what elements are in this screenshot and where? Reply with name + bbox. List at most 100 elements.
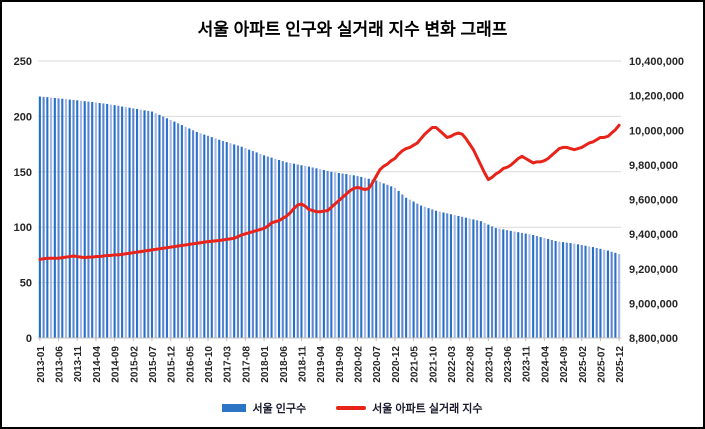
population-bar	[468, 218, 471, 338]
right-axis-tick-label: 10,200,000	[629, 91, 684, 103]
population-bar	[416, 203, 419, 338]
population-bar	[509, 230, 512, 338]
population-bar	[603, 249, 606, 338]
population-bar	[109, 104, 112, 338]
population-bar	[524, 233, 527, 338]
left-axis-tick-label: 200	[14, 111, 32, 123]
chart-title: 서울 아파트 인구와 실거래 지수 변화 그래프	[197, 20, 508, 39]
index-line	[38, 123, 621, 261]
population-bar	[203, 134, 206, 338]
right-axis-tick-label: 9,000,000	[629, 298, 678, 310]
right-axis-tick-label: 9,600,000	[629, 195, 678, 207]
population-bar	[229, 143, 232, 338]
population-bar	[528, 234, 531, 338]
population-bar	[199, 133, 202, 338]
population-bar	[83, 101, 86, 338]
population-bar	[255, 152, 258, 338]
right-axis-tick-label: 9,400,000	[629, 229, 678, 241]
x-axis-tick-label: 2017-08	[241, 346, 252, 383]
population-bar	[487, 224, 490, 338]
population-bar	[158, 114, 161, 338]
population-bar	[618, 254, 621, 338]
population-bar	[363, 177, 367, 338]
population-bar	[162, 116, 165, 338]
population-bar	[206, 135, 210, 338]
population-bar	[281, 161, 284, 338]
population-bar	[431, 209, 434, 338]
population-bar	[218, 139, 221, 338]
left-axis-tick-label: 150	[14, 167, 32, 179]
population-bar	[296, 164, 299, 338]
population-bar	[121, 106, 124, 338]
population-bar	[599, 248, 602, 338]
population-bar	[405, 197, 408, 338]
population-bar	[453, 215, 456, 338]
population-bar	[289, 162, 292, 338]
population-bar	[588, 246, 591, 338]
population-bar	[38, 96, 41, 339]
population-bar	[326, 170, 329, 338]
right-axis-tick-label: 8,800,000	[629, 333, 678, 345]
population-bar	[610, 251, 613, 338]
population-bar	[274, 158, 277, 338]
population-bar	[319, 169, 322, 338]
x-axis-tick-label: 2025-07	[596, 346, 607, 383]
population-bar	[427, 208, 430, 338]
population-bar	[91, 102, 94, 338]
population-bar	[113, 105, 116, 339]
population-bar	[352, 175, 355, 338]
population-bar	[576, 244, 580, 338]
population-bar	[532, 234, 535, 338]
left-axis-tick-label: 250	[14, 56, 32, 68]
population-bar	[192, 130, 195, 338]
x-axis-tick-label: 2016-05	[185, 346, 196, 383]
legend-item-index: 서울 아파트 실거래 지수	[336, 400, 483, 416]
population-bar	[315, 168, 318, 338]
population-bar	[554, 241, 557, 338]
population-bar	[606, 250, 609, 338]
population-bar	[505, 230, 509, 338]
population-bar	[543, 237, 546, 338]
population-bar	[124, 107, 127, 338]
population-bar	[214, 138, 217, 338]
population-bar	[177, 123, 180, 338]
population-bar	[491, 226, 494, 338]
population-bar	[132, 108, 135, 338]
x-axis-tick-label: 2015-07	[148, 346, 159, 383]
population-bar	[337, 173, 340, 338]
population-bar	[147, 110, 150, 338]
population-bar	[248, 149, 251, 338]
x-axis-tick-label: 2015-02	[129, 346, 140, 383]
population-bar	[614, 252, 617, 338]
population-bar	[378, 181, 381, 338]
population-bar	[502, 229, 505, 338]
legend-label-population: 서울 인구수	[252, 403, 307, 415]
x-axis-tick-label: 2022-03	[447, 346, 458, 383]
population-bar	[408, 199, 411, 338]
x-axis-tick-label: 2013-01	[36, 346, 47, 383]
population-bar	[382, 183, 385, 338]
population-bar	[117, 105, 120, 338]
x-axis-tick-label: 2018-01	[260, 346, 271, 383]
x-axis-tick-label: 2021-05	[410, 346, 421, 383]
population-bar	[244, 148, 247, 338]
population-bar	[401, 194, 404, 338]
population-bar	[87, 101, 90, 339]
population-bar	[173, 121, 176, 338]
population-bar	[195, 131, 198, 338]
population-bar	[180, 125, 183, 338]
population-bar	[386, 184, 389, 338]
population-bar	[259, 153, 262, 338]
population-bar	[513, 231, 516, 338]
population-bar	[233, 144, 236, 338]
population-bar	[270, 157, 273, 338]
population-bar	[72, 99, 75, 338]
left-axis-tick-label: 50	[20, 278, 32, 290]
population-bar	[154, 113, 157, 338]
population-bar	[68, 99, 71, 338]
x-axis-tick-label: 2017-03	[223, 346, 234, 383]
x-axis-tick-label: 2023-06	[503, 346, 514, 383]
population-bar	[251, 151, 254, 338]
population-bar	[457, 215, 460, 338]
x-axis-tick-label: 2013-06	[55, 346, 66, 383]
